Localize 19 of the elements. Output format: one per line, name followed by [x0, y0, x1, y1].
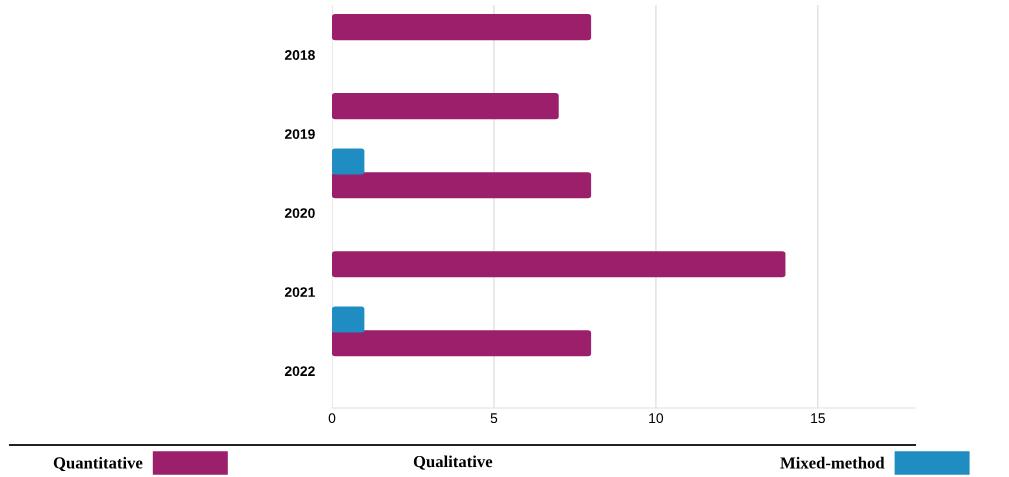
y-tick-label: 2020 [284, 208, 315, 218]
y-tick-label: 2022 [284, 366, 315, 377]
bar [332, 93, 559, 120]
bar [332, 251, 786, 278]
x-tick-label: 15 [811, 413, 825, 424]
text: Qualitative [413, 455, 493, 470]
x-tick-label: 0 [328, 413, 336, 424]
y-tick-label: 2019 [284, 129, 315, 139]
legend-label: Mixed-method [780, 456, 885, 469]
bar [332, 172, 592, 199]
bar [332, 148, 365, 175]
legend-label: Quantitative [53, 456, 143, 472]
bar [332, 330, 592, 357]
bar [332, 306, 365, 333]
y-tick-label: 2021 [284, 287, 315, 298]
bar [332, 14, 592, 41]
x-tick-label: 5 [490, 413, 498, 424]
x-tick-label: 10 [649, 413, 664, 424]
y-tick-label: 2018 [284, 50, 315, 60]
